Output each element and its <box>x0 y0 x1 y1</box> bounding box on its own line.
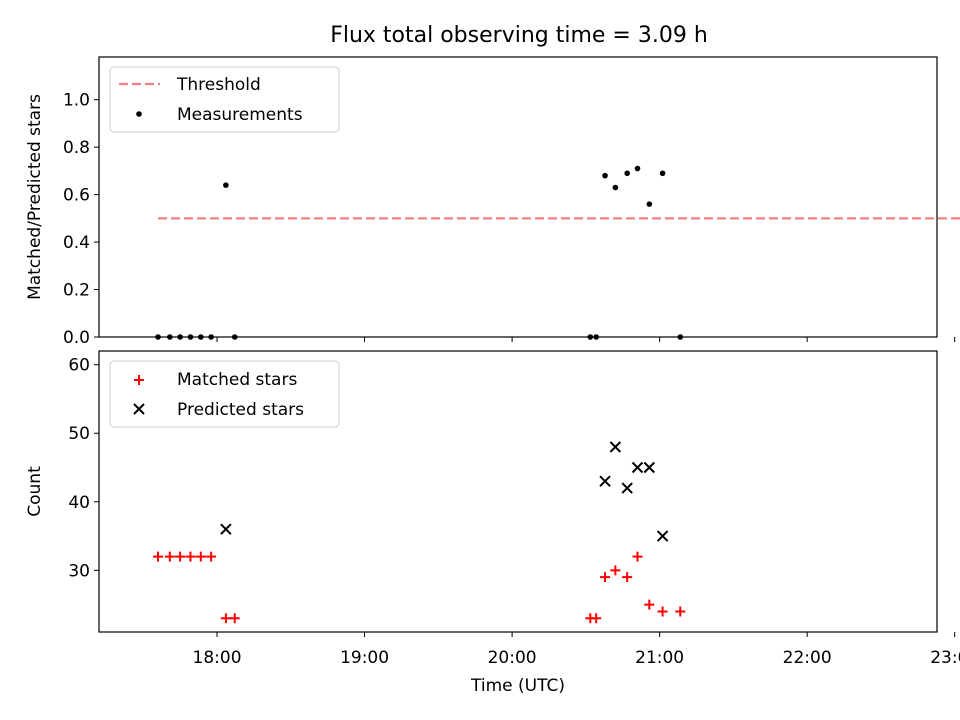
bottom-y-tick-label: 60 <box>68 356 90 376</box>
count-points <box>153 441 686 624</box>
count-panel: 3040506018:0019:0020:0021:0022:0023:0000… <box>25 350 960 696</box>
top-legend-box <box>109 66 340 133</box>
matched-star-marker <box>220 613 231 624</box>
matched-star-marker <box>610 565 621 576</box>
matched-star-marker <box>195 551 206 562</box>
legend-matched-swatch <box>134 375 144 385</box>
bottom-y-tick-label: 40 <box>68 493 90 513</box>
x-tick-label: 20:00 <box>488 648 537 668</box>
measurement-points <box>155 165 684 340</box>
predicted-star-marker <box>656 530 669 542</box>
x-tick-label: 23:00 <box>930 648 960 668</box>
matched-star-marker <box>591 613 602 624</box>
matched-star-marker <box>600 572 611 583</box>
predicted-star-marker <box>631 461 644 474</box>
matched-star-marker <box>229 613 240 624</box>
top-legend: Threshold Measurements <box>109 66 340 133</box>
top-plot-frame <box>98 56 938 338</box>
legend-predicted-label: Predicted stars <box>177 400 304 420</box>
matched-star-marker <box>675 606 686 617</box>
matched-star-marker <box>622 572 633 583</box>
top-y-tick-label: 0.4 <box>63 233 90 253</box>
matched-star-marker <box>632 551 643 562</box>
bottom-y-tick-label: 50 <box>68 424 90 444</box>
bottom-y-axis-label: Count <box>25 466 45 517</box>
legend-matched-label: Matched stars <box>177 370 297 390</box>
x-axis-label: Time (UTC) <box>470 676 565 696</box>
measurement-point <box>602 172 608 179</box>
top-y-tick-label: 0.0 <box>63 328 90 348</box>
measurement-point <box>612 184 619 191</box>
top-y-axis-label: Matched/Predicted stars <box>25 94 45 300</box>
bottom-legend: Matched stars Predicted stars <box>109 360 340 428</box>
top-y-tick-label: 0.2 <box>63 281 90 301</box>
top-axes: 0.0 0.2 0.4 0.6 0.8 1.0 Matched/Predicted star… <box>25 56 956 348</box>
predicted-star-marker <box>643 461 656 474</box>
matched-star-marker <box>153 551 164 562</box>
x-tick-label: 22:00 <box>783 648 832 668</box>
measurement-point <box>624 170 630 177</box>
bottom-plot-frame <box>98 350 938 633</box>
matched-star-marker <box>175 551 186 562</box>
x-tick-label: 19:00 <box>340 648 389 668</box>
bottom-axes: 3040506018:0019:0020:0021:0022:0023:0000… <box>25 350 960 696</box>
measurement-point <box>659 170 666 177</box>
measurement-point <box>634 165 641 172</box>
predicted-star-marker <box>220 523 232 535</box>
top-y-tick-label: 1.0 <box>63 91 90 111</box>
chart-title: Flux total observing time = 3.09 h <box>330 23 708 48</box>
measurement-point <box>223 182 229 188</box>
matched-star-marker <box>644 599 655 610</box>
top-y-tick-label: 0.8 <box>63 138 90 158</box>
predicted-star-marker <box>599 475 611 487</box>
matched-star-marker <box>657 606 668 617</box>
predicted-star-marker <box>609 441 622 453</box>
ratio-panel: 0.0 0.2 0.4 0.6 0.8 1.0 Matched/Predicted star… <box>25 56 960 348</box>
legend-measurements-label: Measurements <box>177 105 303 125</box>
legend-measurements-swatch <box>136 111 142 117</box>
x-tick-label: 18:00 <box>193 648 242 668</box>
predicted-star-marker <box>621 482 633 494</box>
matched-star-marker <box>206 551 217 562</box>
legend-threshold-label: Threshold <box>176 75 261 95</box>
bottom-legend-box <box>109 360 340 428</box>
top-y-tick-label: 0.6 <box>63 186 90 206</box>
x-tick-label: 21:00 <box>635 648 684 668</box>
matched-star-marker <box>185 551 196 562</box>
bottom-y-tick-label: 30 <box>68 561 90 581</box>
measurement-point <box>646 201 653 207</box>
legend-predicted-swatch <box>133 403 145 415</box>
matched-star-marker <box>164 551 175 562</box>
